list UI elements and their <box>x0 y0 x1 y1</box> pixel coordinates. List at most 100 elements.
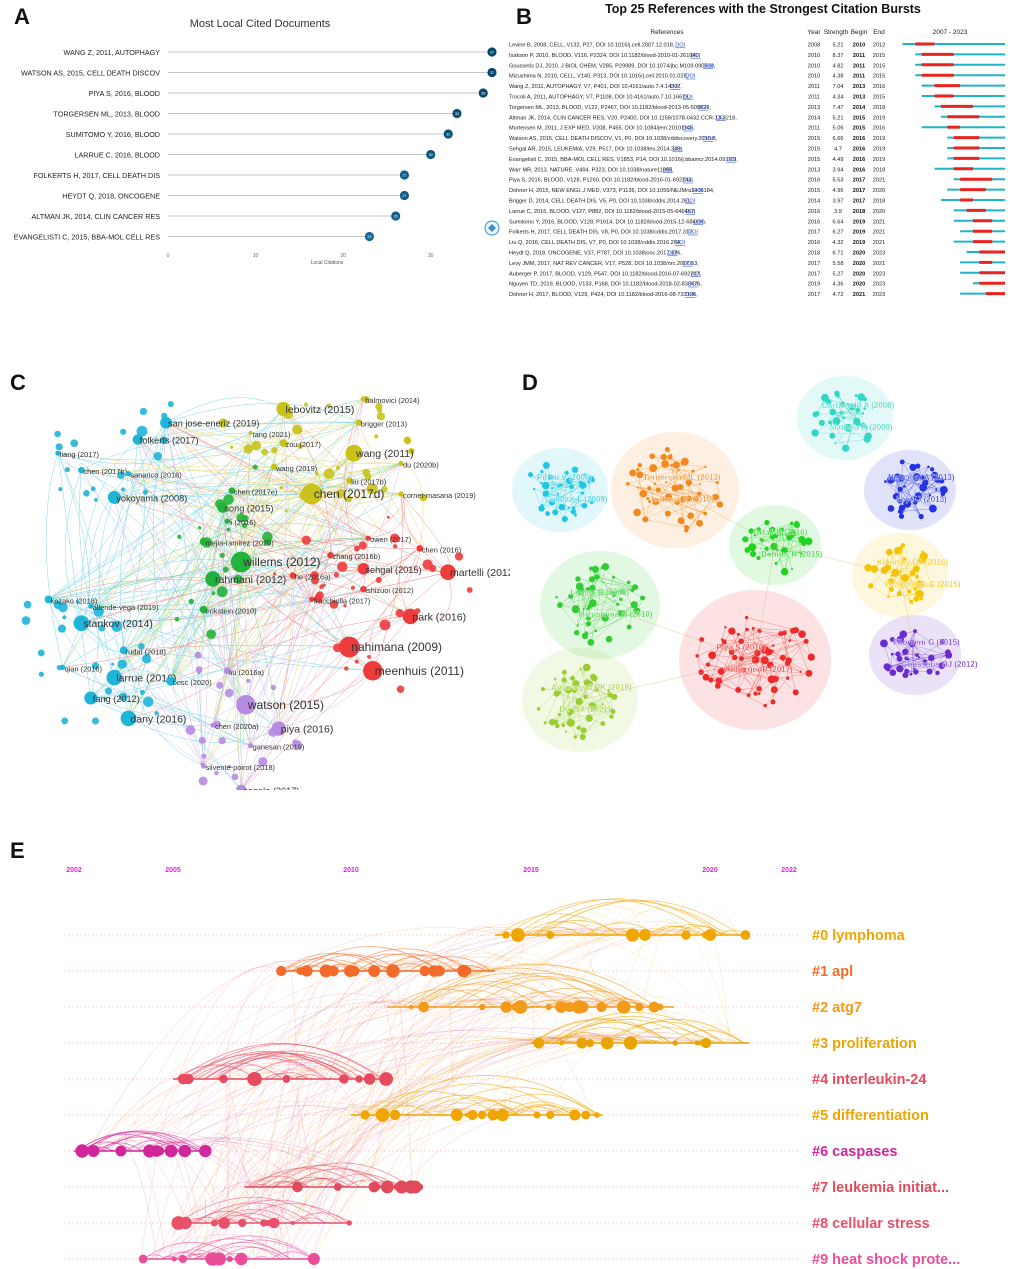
cluster-label: Evangelisti C (2015) <box>885 580 961 589</box>
network-node-labeled <box>88 603 94 609</box>
doi-link[interactable]: DOI <box>703 136 713 142</box>
network-edge <box>212 398 364 726</box>
doi-link[interactable]: DOI <box>668 251 678 257</box>
network-node-label: owen (2017) <box>370 535 411 544</box>
burst-strength: 8.37 <box>833 53 844 59</box>
network-node <box>251 440 262 451</box>
cluster-label: Orfali N (2016) <box>753 528 808 537</box>
network-node-label: meenhuis (2011) <box>375 664 464 678</box>
cluster-node <box>938 662 946 669</box>
cluster-node <box>912 565 920 573</box>
network-edge <box>114 538 369 678</box>
timeline-link <box>314 1104 365 1224</box>
doi-link[interactable]: DOI <box>683 126 693 132</box>
timeline-arc <box>446 973 640 1008</box>
doi-link[interactable]: DOI <box>683 95 693 101</box>
doi-link[interactable]: DOI <box>691 271 701 277</box>
network-edge <box>162 422 204 767</box>
cluster-edge <box>541 472 567 509</box>
doc-label: SUMITOMO Y, 2016, BLOOD <box>66 130 160 139</box>
doi-link[interactable]: DOI <box>675 43 685 49</box>
cluster-node <box>788 529 797 537</box>
doi-link[interactable]: DOI <box>703 63 713 69</box>
cluster-edge <box>755 534 767 549</box>
cluster-edge <box>915 585 933 590</box>
timeline-node <box>564 1001 575 1013</box>
doi-link[interactable]: DOI <box>688 230 698 236</box>
col-year: Year <box>807 29 821 36</box>
network-node-label: liang (2017) <box>60 450 99 459</box>
doi-link[interactable]: DOI <box>685 74 695 80</box>
doi-link[interactable]: DOI <box>685 199 695 205</box>
cluster-node <box>575 576 581 582</box>
cluster-node <box>715 480 719 485</box>
cluster-node <box>897 486 903 492</box>
cluster-node <box>677 517 685 525</box>
burst-begin: 2011 <box>853 63 865 69</box>
cluster-edge <box>582 696 615 738</box>
timeline-node <box>247 1072 262 1086</box>
timeline-arc <box>453 975 631 1008</box>
doi-link[interactable]: DOI <box>693 219 703 225</box>
doi-link[interactable]: DOI <box>726 157 736 163</box>
cluster-edge <box>559 672 565 693</box>
doi-link[interactable]: DOI <box>691 53 701 59</box>
doi-link[interactable]: DOI <box>698 105 708 111</box>
timeline-arc <box>203 1239 313 1260</box>
network-edge <box>81 599 312 624</box>
cluster-label: Pittini V (2008) <box>537 473 592 482</box>
timeline-cluster-label: #7 leukemia initiat... <box>812 1180 949 1196</box>
doi-link[interactable]: DOI <box>683 261 693 267</box>
doi-link[interactable]: DOI <box>662 167 672 173</box>
timeline-link <box>384 999 513 1080</box>
burst-year: 2010 <box>808 53 820 59</box>
burst-year: 2011 <box>808 84 820 90</box>
inter-cluster-link <box>579 659 756 701</box>
timeline-node <box>260 1219 268 1227</box>
cluster-label: Amaravadi RK (2019) <box>551 683 631 692</box>
network-edge <box>114 452 355 678</box>
timeline-node <box>154 1146 165 1156</box>
network-edge <box>372 493 404 671</box>
timeline-node <box>533 1037 545 1049</box>
cluster-node <box>848 403 856 411</box>
timeline-node <box>419 965 430 977</box>
timeline-link <box>92 1069 296 1152</box>
cluster-node <box>912 499 918 505</box>
doi-link[interactable]: DOI <box>683 178 693 184</box>
doi-link[interactable]: DOI <box>675 240 685 246</box>
doi-link[interactable]: DOI <box>685 209 695 215</box>
network-node-label: chen (2017e) <box>234 488 278 497</box>
timeline-node <box>379 1072 393 1086</box>
timeline-link <box>177 966 282 1080</box>
timeline-node <box>378 1110 387 1120</box>
timeline-link <box>106 1135 224 1224</box>
timeline-arc <box>273 1180 308 1188</box>
cluster-node <box>633 508 641 517</box>
network-node <box>222 566 229 573</box>
network-edge <box>203 578 214 767</box>
doi-link[interactable]: DOI <box>673 147 683 153</box>
cluster-edge <box>697 655 702 673</box>
timeline-link <box>480 952 607 1044</box>
doi-link[interactable]: DOI <box>685 292 695 298</box>
cluster-edge <box>784 632 789 661</box>
cluster-node <box>750 550 757 558</box>
doi-link[interactable]: DOI <box>693 188 703 194</box>
doi-link[interactable]: DOI <box>716 115 726 121</box>
network-node <box>76 599 80 604</box>
timeline-link <box>280 1036 666 1188</box>
burst-year: 2014 <box>808 115 820 121</box>
doi-link[interactable]: DOI <box>688 282 698 288</box>
cluster-edge <box>717 482 721 505</box>
cluster-node <box>829 408 837 416</box>
cluster-node <box>639 490 648 498</box>
doi-link[interactable]: DOI <box>670 84 680 90</box>
network-edge <box>90 541 204 607</box>
timeline-node <box>235 1252 248 1266</box>
cluster-node <box>922 479 929 486</box>
network-node-labeled <box>363 661 383 681</box>
cluster-node <box>742 536 749 543</box>
network-node-label: watson (2015) <box>247 698 324 712</box>
timeline-link <box>324 1035 652 1188</box>
